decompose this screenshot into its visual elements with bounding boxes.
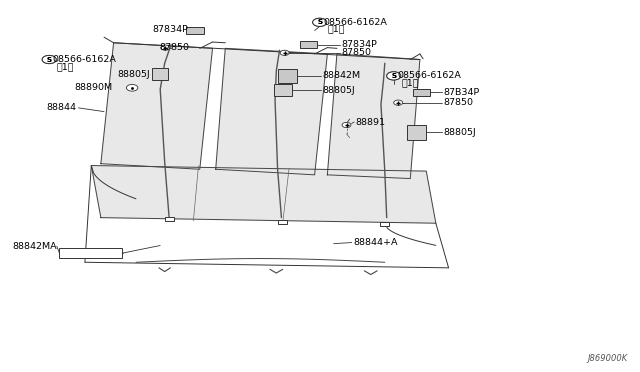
Bar <box>274 84 292 96</box>
Text: 88842M: 88842M <box>323 71 360 80</box>
Circle shape <box>394 100 403 105</box>
Bar <box>278 69 298 83</box>
Text: 88890M: 88890M <box>75 83 113 92</box>
Text: S: S <box>47 57 52 62</box>
Bar <box>300 41 317 48</box>
Bar <box>152 68 168 80</box>
Text: 87834P: 87834P <box>341 40 377 49</box>
Text: （1）: （1） <box>401 79 419 88</box>
Bar <box>413 89 430 96</box>
Circle shape <box>280 50 289 55</box>
Text: 87850: 87850 <box>341 48 371 57</box>
Polygon shape <box>92 166 436 223</box>
Text: 08566-6162A: 08566-6162A <box>397 71 461 80</box>
Text: （1）: （1） <box>57 62 74 71</box>
Bar <box>380 222 389 226</box>
Text: 08566-6162A: 08566-6162A <box>52 55 116 64</box>
Text: 87B34P: 87B34P <box>444 88 480 97</box>
Circle shape <box>126 84 138 91</box>
Text: 88805J: 88805J <box>117 70 150 79</box>
Text: 87834P: 87834P <box>152 25 188 34</box>
Circle shape <box>313 18 327 26</box>
Bar <box>60 248 122 258</box>
Text: 88805J: 88805J <box>444 128 476 137</box>
Text: S: S <box>391 73 396 79</box>
Polygon shape <box>328 54 420 179</box>
Text: 88842MA: 88842MA <box>12 242 57 251</box>
Text: 88805J: 88805J <box>323 86 355 94</box>
Text: 87850: 87850 <box>159 43 189 52</box>
Text: S: S <box>317 19 322 25</box>
Bar <box>407 125 426 140</box>
Text: 88891: 88891 <box>355 118 385 126</box>
Text: J869000K: J869000K <box>587 354 627 363</box>
Text: 87850: 87850 <box>444 98 474 107</box>
Text: S: S <box>47 57 52 62</box>
Text: S: S <box>391 73 396 79</box>
Circle shape <box>313 18 327 26</box>
Circle shape <box>161 45 170 50</box>
Circle shape <box>42 55 56 64</box>
Text: （1）: （1） <box>328 25 345 33</box>
Text: 08566-6162A: 08566-6162A <box>323 18 387 27</box>
Circle shape <box>42 55 56 64</box>
Text: S: S <box>317 19 322 25</box>
Bar <box>278 220 287 224</box>
Polygon shape <box>101 43 212 169</box>
Bar <box>186 27 204 34</box>
Bar <box>164 217 173 221</box>
Text: 88844: 88844 <box>46 103 76 112</box>
Circle shape <box>387 72 401 80</box>
Polygon shape <box>216 48 328 175</box>
Circle shape <box>342 122 351 128</box>
Text: 88844+A: 88844+A <box>353 238 397 247</box>
Circle shape <box>387 72 401 80</box>
